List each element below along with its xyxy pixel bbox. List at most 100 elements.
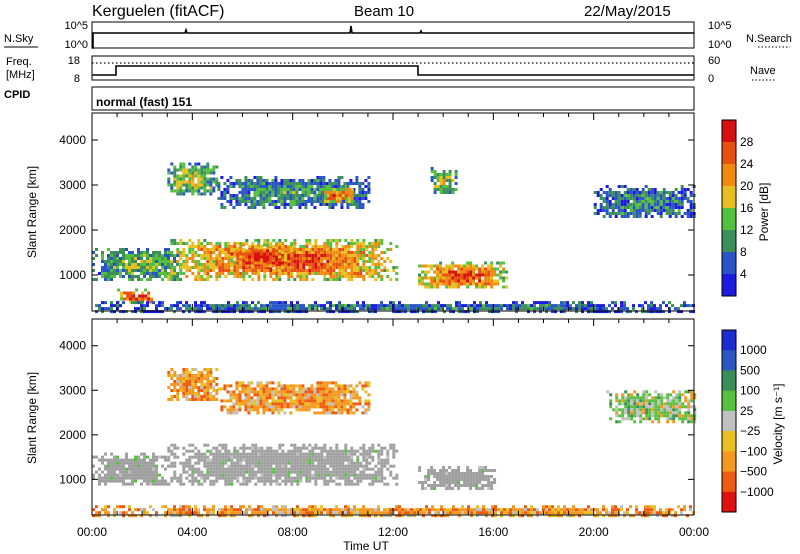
scatter-cell <box>236 455 240 459</box>
scatter-cell <box>269 275 273 278</box>
scatter-cell <box>359 470 363 474</box>
scatter-cell <box>272 252 275 256</box>
scatter-cell <box>645 405 649 409</box>
scatter-cell <box>316 411 320 415</box>
scatter-cell <box>158 269 161 272</box>
scatter-cell <box>377 266 381 269</box>
scatter-cell <box>191 192 195 196</box>
scatter-cell <box>262 384 266 388</box>
scatter-cell <box>137 248 140 251</box>
scatter-cell <box>236 246 239 250</box>
scatter-cell <box>182 189 186 193</box>
scatter-cell <box>218 254 222 257</box>
scatter-cell <box>227 304 230 308</box>
scatter-cell <box>374 449 378 453</box>
scatter-cell <box>140 266 143 269</box>
scatter-cell <box>367 191 371 194</box>
scatter-cell <box>200 254 204 257</box>
scatter-cell <box>672 390 676 394</box>
scatter-cell <box>605 200 609 203</box>
scatter-cell <box>119 310 122 314</box>
scatter-cell <box>323 275 327 278</box>
scatter-cell <box>247 411 251 415</box>
scatter-cell <box>398 508 401 512</box>
scatter-cell <box>361 182 365 185</box>
scatter-cell <box>320 254 324 257</box>
scatter-cell <box>179 192 183 196</box>
scatter-cell <box>161 301 164 305</box>
scatter-cell <box>131 251 134 254</box>
scatter-cell <box>194 251 198 254</box>
scatter-cell <box>116 260 119 263</box>
scatter-cell <box>95 505 98 509</box>
scatter-cell <box>155 473 158 477</box>
scatter-cell <box>596 304 599 308</box>
scatter-cell <box>352 390 356 394</box>
scatter-cell <box>677 212 681 215</box>
scatter-cell <box>320 476 324 480</box>
scatter-cell <box>434 307 437 311</box>
velocity-scatter <box>92 368 697 518</box>
scatter-cell <box>296 257 300 260</box>
scatter-cell <box>624 396 628 400</box>
scatter-cell <box>319 185 323 188</box>
scatter-cell <box>170 398 174 401</box>
scatter-cell <box>238 384 242 388</box>
scatter-cell <box>377 449 381 453</box>
scatter-cell <box>244 405 248 409</box>
scatter-cell <box>642 411 646 415</box>
scatter-cell <box>355 206 359 209</box>
scatter-cell <box>206 269 210 272</box>
scatter-cell <box>689 200 693 203</box>
scatter-cell <box>645 402 649 406</box>
scatter-cell <box>581 304 584 308</box>
scatter-cell <box>298 203 302 206</box>
scatter-cell <box>191 242 195 245</box>
scatter-cell <box>448 481 452 484</box>
scatter-cell <box>563 301 566 305</box>
scatter-cell <box>253 203 257 206</box>
scatter-cell <box>131 263 134 266</box>
scatter-cell <box>687 417 691 421</box>
scatter-cell <box>209 470 213 474</box>
scatter-cell <box>185 505 188 509</box>
scatter-cell <box>663 411 667 415</box>
scatter-cell <box>662 194 666 197</box>
scatter-cell <box>197 242 201 245</box>
scatter-cell <box>138 294 142 298</box>
scatter-cell <box>110 269 113 272</box>
scatter-cell <box>648 411 652 415</box>
scatter-cell <box>197 278 201 281</box>
scatter-cell <box>626 188 630 191</box>
scatter-cell <box>340 206 344 209</box>
scatter-cell <box>515 310 518 314</box>
scatter-cell <box>209 248 213 251</box>
scatter-cell <box>188 310 191 314</box>
scatter-cell <box>176 263 179 266</box>
scatter-cell <box>666 414 670 418</box>
scatter-cell <box>233 446 237 450</box>
scatter-cell <box>301 182 305 185</box>
scatter-cell <box>305 310 308 314</box>
scatter-cell <box>361 191 365 194</box>
scatter-cell <box>335 251 339 254</box>
scatter-cell <box>472 472 476 475</box>
scatter-cell <box>191 482 195 486</box>
scatter-cell <box>232 411 236 415</box>
scatter-cell <box>242 464 246 468</box>
scatter-cell <box>260 464 264 468</box>
scatter-cell <box>476 307 479 311</box>
scatter-cell <box>188 461 192 465</box>
scatter-cell <box>152 275 155 278</box>
scatter-cell <box>299 452 303 456</box>
scatter-cell <box>341 275 345 278</box>
scatter-cell <box>203 443 207 447</box>
scatter-cell <box>678 402 682 406</box>
scatter-cell <box>443 304 446 308</box>
scatter-cell <box>349 390 353 394</box>
scatter-cell <box>314 446 318 450</box>
scatter-cell <box>653 194 657 197</box>
scatter-cell <box>665 209 669 212</box>
scatter-cell <box>542 304 545 308</box>
scatter-cell <box>134 275 137 278</box>
